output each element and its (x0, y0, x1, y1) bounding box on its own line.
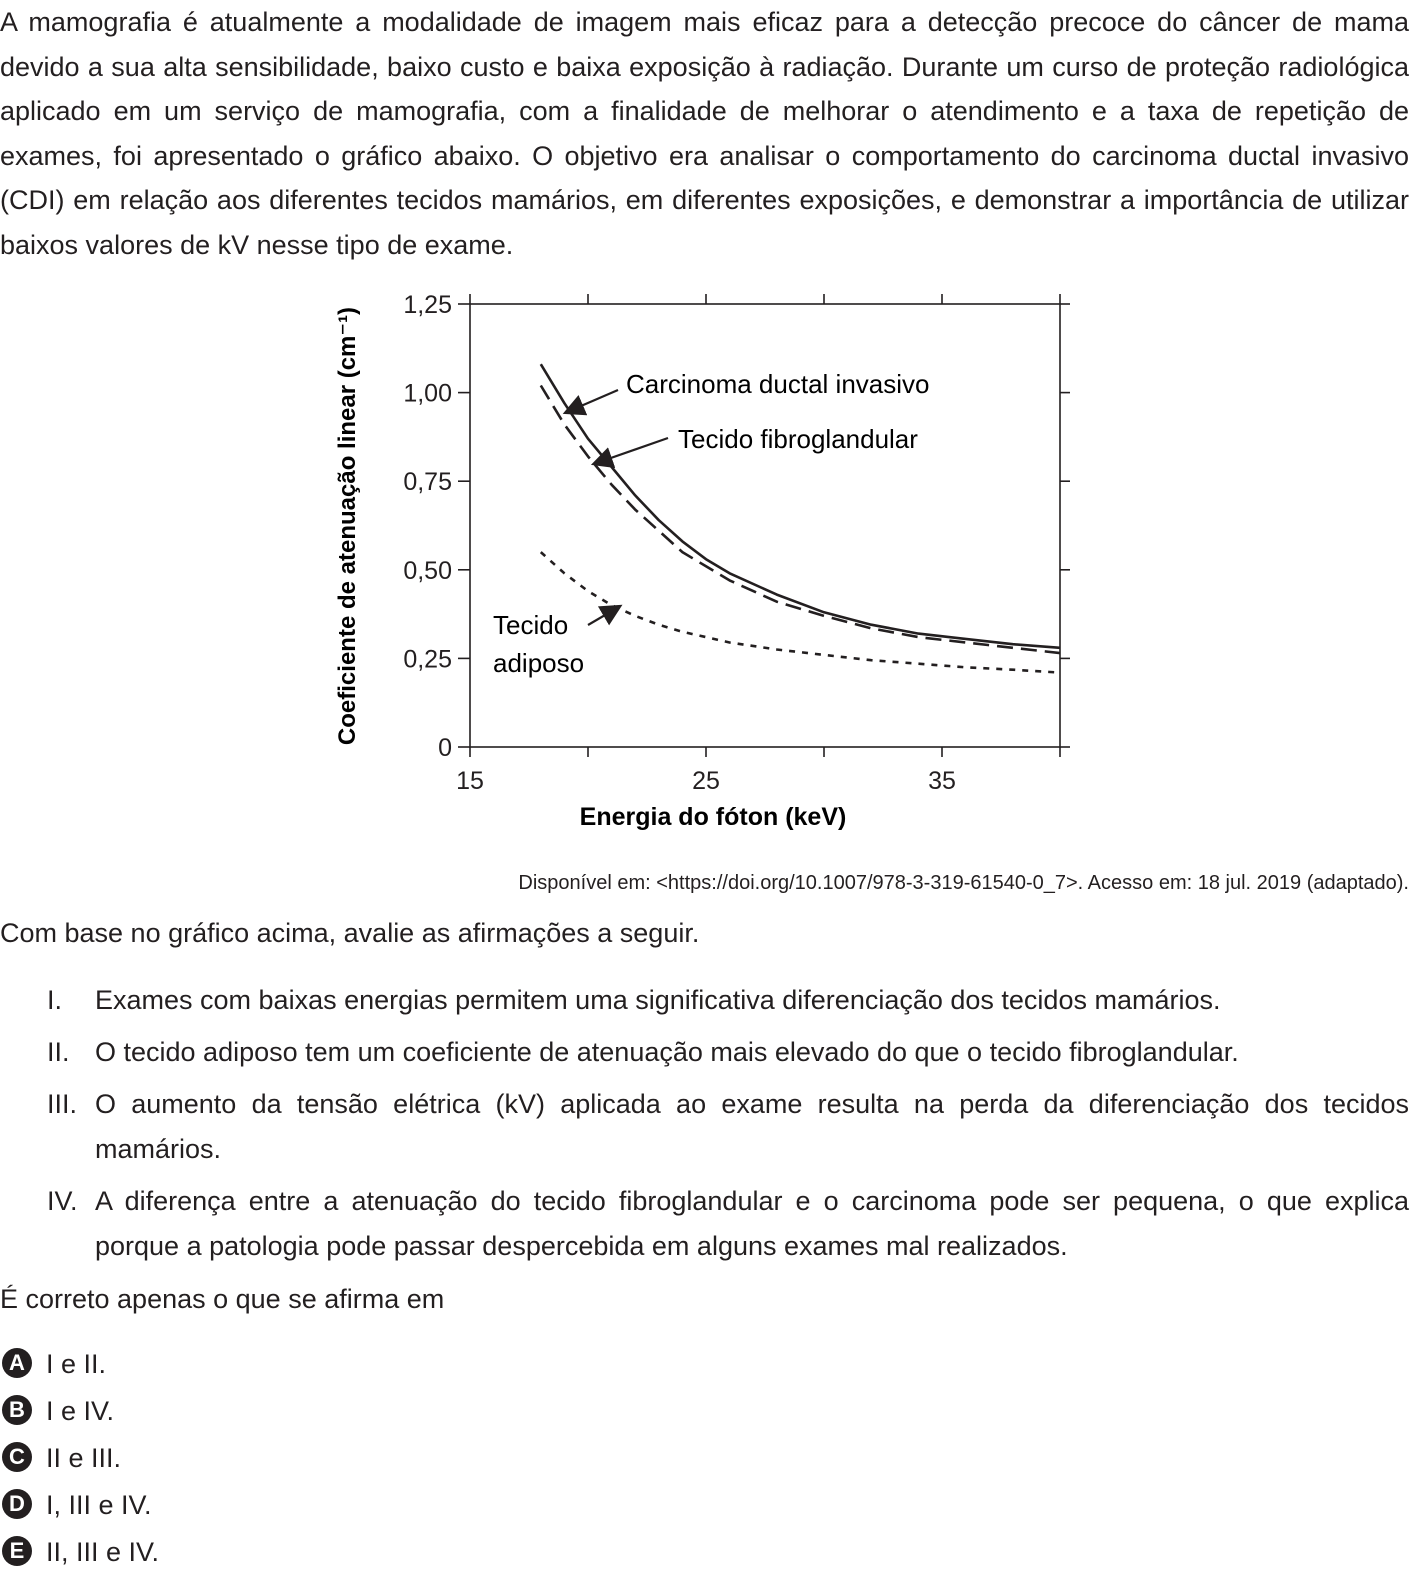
option-d[interactable]: D I, III e IV. (0, 1487, 600, 1523)
option-letter-badge: A (2, 1348, 32, 1378)
question-prompt: É correto apenas o que se afirma em (0, 1284, 445, 1314)
attenuation-chart: 0 0,25 0,50 0,75 1,00 1,25 15 25 35 Carcinoma du… (334, 291, 1070, 831)
option-letter-badge: E (2, 1536, 32, 1566)
y-tick-label: 0,75 (403, 468, 452, 496)
series-line-2 (539, 384, 1061, 655)
statement-2: II. O tecido adiposo tem um coeficiente … (0, 1030, 1409, 1075)
option-text: I e IV. (46, 1396, 115, 1426)
option-a[interactable]: A I e II. (0, 1346, 600, 1382)
annotation-adiposo-line1: Tecido (493, 610, 568, 640)
statement-number: II. (47, 1037, 70, 1067)
option-letter-badge: B (2, 1395, 32, 1425)
option-text: II e III. (46, 1443, 122, 1473)
option-c[interactable]: C II e III. (0, 1440, 600, 1476)
option-letter-badge: D (2, 1489, 32, 1519)
option-text: II, III e IV. (46, 1537, 160, 1567)
statement-text: A diferença entre a atenuação do tecido … (95, 1186, 1409, 1261)
statement-text: Exames com baixas energias permitem uma … (95, 985, 1221, 1015)
y-tick-label: 0,50 (403, 557, 452, 585)
plot-frame (469, 303, 1061, 748)
annotation-fibroglandular: Tecido fibroglandular (678, 424, 918, 454)
option-e[interactable]: E II, III e IV. (0, 1534, 600, 1570)
statement-number: IV. (47, 1186, 78, 1216)
statement-number: III. (47, 1089, 78, 1119)
statements-lead: Com base no gráfico acima, avalie as afi… (0, 918, 700, 948)
chart-axes: 0 0,25 0,50 0,75 1,00 1,25 15 25 35 (403, 291, 1070, 795)
statement-3: III. O aumento da tensão elétrica (kV) a… (0, 1082, 1409, 1171)
arrow-cdi (562, 388, 619, 416)
statement-text: O tecido adiposo tem um coeficiente de a… (95, 1037, 1239, 1067)
x-tick-label: 15 (456, 767, 484, 795)
series-line-1 (539, 363, 1061, 650)
series-line-3 (539, 551, 1061, 674)
annotation-cdi: Carcinoma ductal invasivo (626, 369, 929, 399)
option-b[interactable]: B I e IV. (0, 1393, 600, 1429)
statement-text: O aumento da tensão elétrica (kV) aplica… (95, 1089, 1409, 1164)
x-tick-label: 25 (692, 767, 720, 795)
option-text: I e II. (46, 1349, 107, 1379)
chart-annotations: Carcinoma ductal invasivo Tecido fibrogl… (493, 369, 929, 678)
statement-number: I. (47, 985, 63, 1015)
chart-series-layer (539, 363, 1061, 674)
arrow-adiposo (587, 604, 623, 626)
x-tick-label: 35 (928, 767, 956, 795)
annotation-adiposo-line2: adiposo (493, 648, 584, 678)
y-tick-label: 0,25 (403, 645, 452, 673)
statement-4: IV. A diferença entre a atenuação do tec… (0, 1179, 1409, 1268)
y-axis-label: Coeficiente de atenuação linear (cm⁻¹) (334, 307, 361, 745)
x-axis-label: Energia do fóton (keV) (580, 803, 847, 831)
statement-1: I. Exames com baixas energias permitem u… (0, 978, 1409, 1023)
arrow-fibroglandular (590, 436, 669, 469)
source-citation: Disponível em: <https://doi.org/10.1007/… (518, 872, 1409, 894)
y-tick-label: 1,25 (403, 291, 452, 319)
option-text: I, III e IV. (46, 1490, 152, 1520)
y-tick-label: 0 (438, 734, 452, 762)
intro-paragraph: A mamografia é atualmente a modalidade d… (0, 7, 1409, 260)
option-letter-badge: C (2, 1442, 32, 1472)
y-tick-label: 1,00 (403, 380, 452, 408)
